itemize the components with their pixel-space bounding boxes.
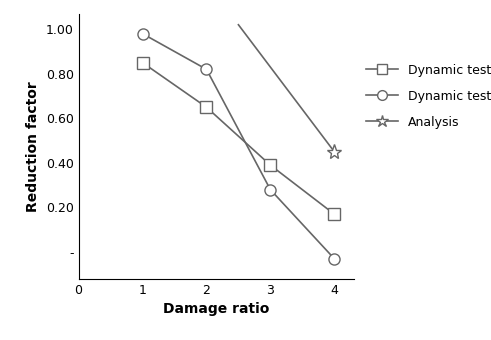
Y-axis label: Reduction factor: Reduction factor xyxy=(26,81,40,211)
Legend: Dynamic test 1, Dynamic test 2, Analysis: Dynamic test 1, Dynamic test 2, Analysis xyxy=(362,59,491,133)
X-axis label: Damage ratio: Damage ratio xyxy=(163,302,269,316)
